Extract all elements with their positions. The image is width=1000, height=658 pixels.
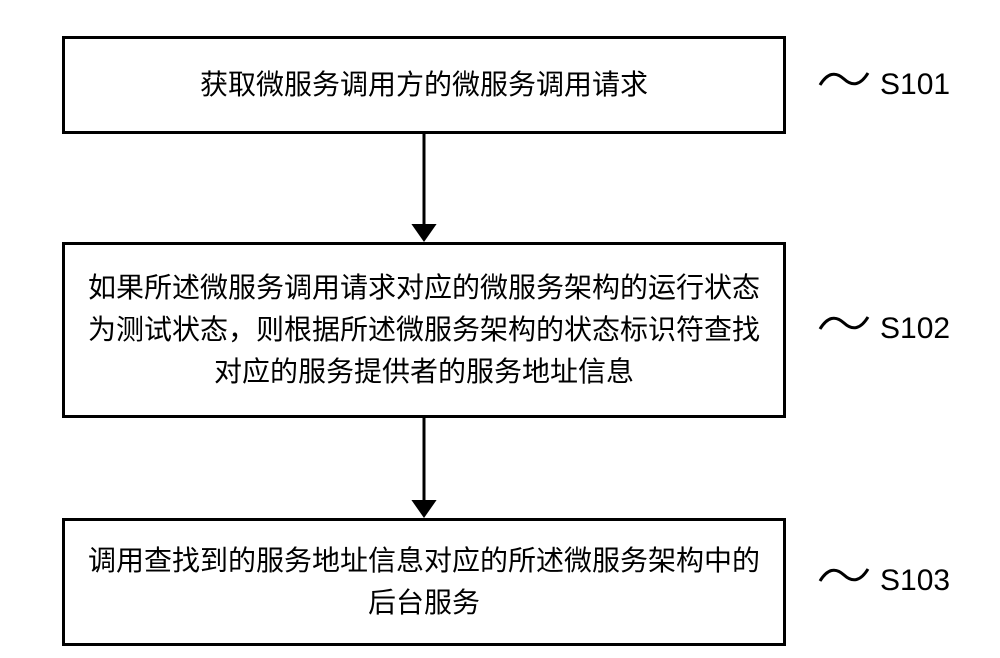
flowchart-node-s103: 调用查找到的服务地址信息对应的所述微服务架构中的后台服务 — [62, 518, 786, 646]
arrow-s101-to-s102 — [404, 134, 444, 244]
node-text: 如果所述微服务调用请求对应的微服务架构的运行状态为测试状态，则根据所述微服务架构… — [85, 267, 763, 393]
label-connector-s103 — [818, 560, 870, 590]
arrow-s102-to-s103 — [404, 418, 444, 520]
node-text: 调用查找到的服务地址信息对应的所述微服务架构中的后台服务 — [85, 540, 763, 624]
label-connector-s101 — [818, 64, 870, 94]
flowchart-node-s101: 获取微服务调用方的微服务调用请求 — [62, 36, 786, 134]
step-label-s103: S103 — [880, 564, 950, 598]
flowchart-node-s102: 如果所述微服务调用请求对应的微服务架构的运行状态为测试状态，则根据所述微服务架构… — [62, 242, 786, 418]
step-label-s102: S102 — [880, 312, 950, 346]
step-label-s101: S101 — [880, 68, 950, 102]
flowchart-canvas: 获取微服务调用方的微服务调用请求 S101 如果所述微服务调用请求对应的微服务架构的… — [0, 0, 1000, 658]
label-connector-s102 — [818, 308, 870, 338]
node-text: 获取微服务调用方的微服务调用请求 — [200, 64, 648, 106]
